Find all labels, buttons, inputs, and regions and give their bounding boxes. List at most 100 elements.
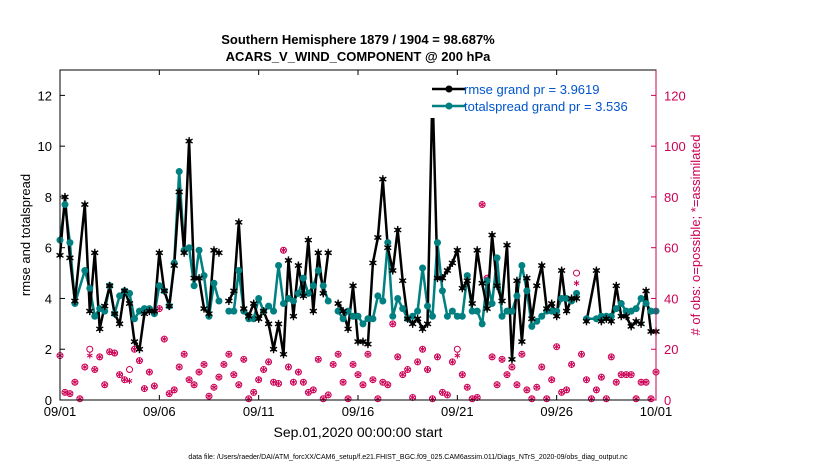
rmse-point: [508, 355, 516, 364]
rmse-point-core: [211, 248, 217, 253]
rmse-point: [557, 266, 566, 275]
rmse-point: [388, 266, 397, 275]
obs-assimilated-point: [583, 376, 590, 383]
rmse-point-core: [440, 275, 445, 281]
spread-point: [309, 282, 317, 290]
x-tick-label: 10/01: [640, 404, 673, 419]
rmse-point: [423, 319, 432, 328]
rmse-point: [403, 314, 412, 323]
obs-assimilated-point: [166, 390, 173, 397]
obs-assimilated-point: [404, 366, 411, 373]
rmse-point: [115, 319, 124, 328]
rmse-point-core: [633, 319, 639, 324]
obs-assimilated-stroke: [613, 380, 620, 385]
obs-assimilated-stroke: [379, 380, 386, 385]
x-tick-label: 09/01: [44, 404, 77, 419]
obs-assimilated-point: [126, 377, 133, 384]
rmse-point-core: [599, 319, 604, 324]
obs-assimilated-point: [598, 374, 605, 381]
obs-assimilated-point: [519, 351, 525, 358]
obs-assimilated-stroke: [270, 380, 277, 385]
y2-tick-label: 0: [664, 393, 671, 408]
obs-assimilated-stroke: [573, 281, 580, 286]
rmse-point: [190, 274, 198, 283]
obs-assimilated-point: [449, 358, 456, 365]
obs-assimilated-point: [206, 393, 212, 400]
rmse-point-core: [395, 227, 400, 233]
obs-assimilated-stroke: [166, 391, 173, 396]
rmse-point-core: [494, 283, 500, 288]
spread-point: [483, 277, 491, 285]
rmse-point: [632, 317, 640, 326]
rmse-point: [398, 276, 407, 285]
obs-assimilated-stroke: [315, 357, 322, 362]
rmse-point: [339, 307, 347, 316]
rmse-point-core: [415, 316, 420, 321]
obs-assimilated-stroke: [365, 352, 371, 357]
rmse-point-core: [177, 189, 182, 195]
rmse-point: [120, 286, 129, 295]
obs-assimilated-stroke: [563, 387, 570, 392]
obs-assimilated-stroke: [250, 390, 257, 395]
rmse-point: [259, 307, 268, 316]
spread-point: [61, 201, 69, 209]
rmse-point-core: [638, 321, 644, 327]
rmse-point: [532, 281, 541, 290]
obs-assimilated-stroke: [335, 352, 341, 357]
obs-assimilated-point: [72, 379, 78, 386]
obs-assimilated-stroke: [583, 377, 590, 382]
rmse-point: [81, 200, 89, 209]
spread-point: [275, 261, 283, 269]
obs-assimilated-point: [499, 356, 505, 363]
rmse-point-core: [529, 316, 535, 321]
rmse-point: [637, 319, 645, 328]
rmse-point-core: [186, 138, 192, 144]
spread-point: [443, 312, 451, 320]
spread-point: [478, 320, 486, 328]
obs-assimilated-stroke: [340, 380, 346, 385]
rmse-point-core: [251, 301, 256, 306]
y-tick-label: 0: [45, 393, 52, 408]
rmse-point: [627, 322, 635, 331]
obs-assimilated-stroke: [568, 362, 575, 367]
rmse-point-core: [400, 278, 405, 283]
obs-assimilated-stroke: [593, 387, 600, 392]
spread-point: [429, 312, 436, 320]
rmse-point-core: [470, 301, 475, 306]
rmse-point: [105, 281, 114, 290]
obs-possible-point: [126, 366, 134, 374]
rmse-point: [528, 314, 536, 323]
obs-assimilated-point: [310, 386, 317, 393]
rmse-point: [488, 231, 496, 239]
obs-assimilated-stroke: [285, 365, 292, 369]
spread-point: [448, 307, 456, 315]
obs-assimilated-stroke: [384, 382, 391, 387]
rmse-point-core: [385, 245, 390, 250]
spread-point: [230, 307, 238, 315]
obs-assimilated-point: [121, 376, 128, 383]
obs-assimilated-stroke: [265, 359, 272, 364]
spread-point: [498, 312, 506, 320]
spread-point: [140, 305, 148, 313]
obs-assimilated-stroke: [419, 347, 426, 352]
rmse-point-core: [191, 275, 197, 281]
rmse-point: [304, 236, 313, 245]
rmse-point-core: [628, 324, 634, 329]
rmse-point: [205, 309, 213, 318]
obs-assimilated-stroke: [186, 377, 192, 382]
rmse-point: [592, 266, 601, 275]
rmse-point: [438, 274, 447, 283]
rmse-point-core: [261, 308, 266, 314]
obs-assimilated-stroke: [230, 372, 237, 377]
rmse-point: [582, 317, 591, 326]
obs-assimilated-point: [230, 371, 237, 378]
obs-assimilated-stroke: [211, 385, 217, 390]
rmse-point: [135, 345, 144, 354]
rmse-point-core: [340, 308, 346, 314]
rmse-point: [279, 350, 288, 359]
rmse-point: [478, 279, 486, 288]
rmse-point-core: [276, 321, 281, 327]
rmse-point-core: [445, 268, 450, 273]
rmse-point: [513, 276, 521, 285]
